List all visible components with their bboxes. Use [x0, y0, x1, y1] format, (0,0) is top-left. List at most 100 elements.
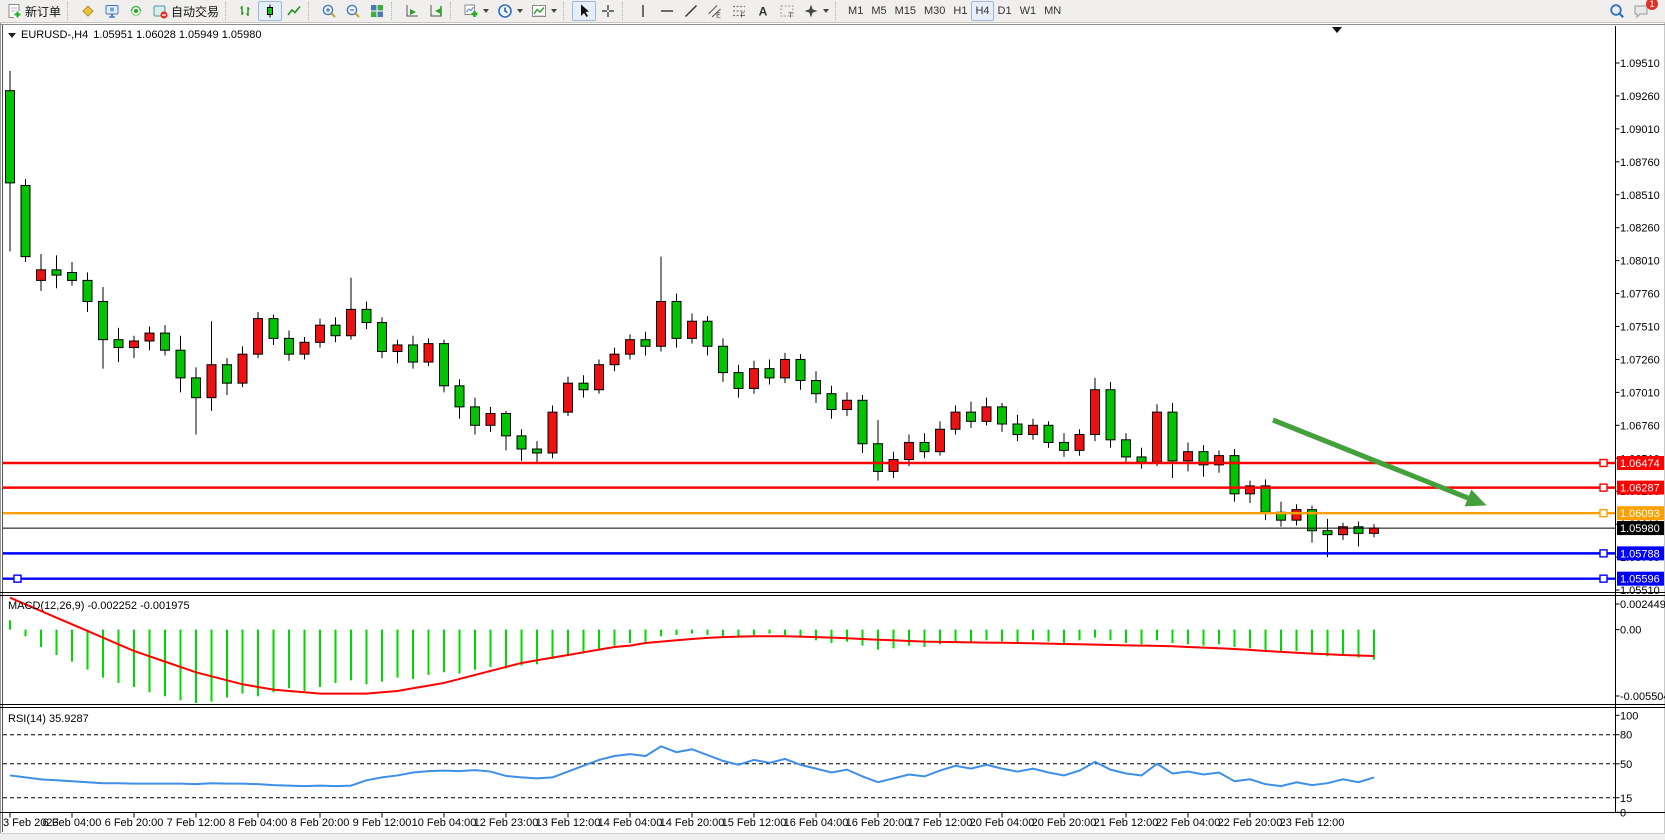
candle — [842, 392, 852, 417]
line-handle[interactable] — [1599, 508, 1608, 518]
candle — [1245, 480, 1255, 504]
new-chart-button[interactable] — [459, 1, 493, 21]
auto-scroll-button[interactable] — [424, 1, 448, 21]
chart-shift-button[interactable] — [400, 1, 424, 21]
grid-icon — [369, 3, 385, 19]
shift-icon — [404, 3, 420, 19]
text-button[interactable]: A — [751, 1, 775, 21]
price-tick-label: 1.08510 — [1620, 190, 1660, 202]
candle — [609, 347, 620, 372]
price-flag — [1617, 546, 1664, 561]
channel-button[interactable]: E — [703, 1, 727, 21]
toolbar-separator — [391, 2, 398, 20]
candle — [1012, 414, 1023, 442]
cursor-button[interactable] — [572, 1, 597, 21]
line-handle[interactable] — [13, 574, 22, 583]
trend-arrow-annotation[interactable] — [1272, 417, 1487, 507]
price-tick-label: 1.07260 — [1620, 354, 1660, 366]
candle — [237, 346, 248, 388]
horizontal-line-button[interactable] — [655, 1, 679, 21]
search-icon — [1609, 3, 1625, 19]
candle — [702, 315, 713, 356]
price-tick-label: 1.07760 — [1620, 289, 1660, 301]
candle — [935, 421, 945, 456]
line-handle[interactable] — [1599, 458, 1608, 468]
hline-1.06287[interactable]: 1.06287 — [3, 480, 1664, 495]
price-tick-label: 1.09010 — [1620, 124, 1660, 136]
textA-icon: A — [755, 3, 771, 19]
vertical-line-button[interactable] — [631, 1, 655, 21]
candle-chart-button[interactable] — [258, 1, 283, 21]
candle — [625, 334, 635, 360]
timeframe-mn-button[interactable]: MN — [1040, 1, 1065, 21]
main-toolbar: 新订单 自动交易 E F A T M1 M5 M15 M30 H1 H4 D1 W1 MN 1 — [0, 0, 1665, 23]
trendline-button[interactable] — [679, 1, 703, 21]
candle — [36, 254, 46, 291]
auto-trading-button[interactable]: 自动交易 — [148, 1, 223, 21]
line-handle[interactable] — [1599, 549, 1608, 558]
candle — [1074, 429, 1085, 456]
candle — [175, 335, 186, 393]
zoom-out-button[interactable] — [341, 1, 365, 21]
price-flag-label: 1.06093 — [1620, 508, 1660, 520]
rsi-tick-label: 100 — [1620, 710, 1638, 722]
new-order-button[interactable]: 新订单 — [2, 1, 65, 21]
timeframe-m1-button[interactable]: M1 — [844, 1, 867, 21]
signals-button[interactable] — [124, 1, 148, 21]
timeframe-label: H4 — [975, 5, 990, 17]
vline-icon — [635, 3, 651, 19]
bar-chart-button[interactable] — [234, 1, 258, 21]
current-price-flag — [1617, 521, 1664, 536]
cursor-icon — [576, 3, 592, 19]
chart-scroll-marker-icon[interactable] — [1332, 27, 1342, 33]
time-tick-label: 6 Feb 04:00 — [43, 817, 102, 829]
candle — [67, 261, 77, 286]
text-label-button[interactable]: T — [775, 1, 799, 21]
price-tick-label: 1.08260 — [1620, 223, 1660, 235]
candle — [1043, 421, 1054, 448]
price-tick-label: 1.08010 — [1620, 256, 1660, 268]
timeframe-h4-button[interactable]: H4 — [971, 1, 994, 21]
fibonacci-button[interactable]: F — [727, 1, 751, 21]
linechart-icon — [286, 3, 302, 19]
time-tick-label: 23 Feb 12:00 — [1280, 817, 1345, 829]
timeframe-m5-button[interactable]: M5 — [867, 1, 890, 21]
candle — [423, 338, 434, 367]
strategy-tester-button[interactable] — [100, 1, 124, 21]
timeframe-m30-button[interactable]: M30 — [920, 1, 949, 21]
periods-button[interactable] — [493, 1, 527, 21]
toolbar-separator — [225, 2, 232, 20]
candle — [997, 402, 1007, 432]
search-button[interactable] — [1605, 1, 1629, 21]
hline-icon — [659, 3, 675, 19]
hline-1.06474[interactable]: 1.06474 — [3, 455, 1664, 470]
hline-1.05596[interactable]: 1.05596 — [3, 571, 1664, 586]
line-handle[interactable] — [1599, 574, 1608, 583]
timeframe-d1-button[interactable]: D1 — [994, 1, 1016, 21]
price-tick-label: 1.06760 — [1620, 420, 1660, 432]
arrows-button[interactable] — [799, 1, 833, 21]
shapes-icon — [803, 3, 819, 19]
timeframe-w1-button[interactable]: W1 — [1016, 1, 1041, 21]
notification-badge: 1 — [1646, 0, 1658, 10]
price-tick-label: 1.09260 — [1620, 91, 1660, 103]
timeframe-m15-button[interactable]: M15 — [891, 1, 920, 21]
line-chart-button[interactable] — [282, 1, 306, 21]
line-handle[interactable] — [1599, 483, 1608, 492]
notifications-button[interactable]: 1 — [1629, 0, 1658, 21]
timeframe-h1-button[interactable]: H1 — [949, 1, 971, 21]
crosshair-button[interactable] — [596, 1, 620, 21]
indicators-button[interactable] — [527, 1, 561, 21]
current-price-label: 1.05980 — [1620, 523, 1660, 535]
zoomin-icon — [321, 3, 337, 19]
symbol-dropdown-icon[interactable] — [8, 32, 16, 38]
bars-icon — [238, 3, 254, 19]
zoom-in-button[interactable] — [317, 1, 341, 21]
hline-1.06093[interactable]: 1.06093 — [3, 506, 1664, 521]
market-watch-button[interactable] — [76, 1, 100, 21]
tile-windows-button[interactable] — [365, 1, 389, 21]
candle — [547, 405, 558, 459]
hline-1.05788[interactable]: 1.05788 — [3, 546, 1664, 561]
